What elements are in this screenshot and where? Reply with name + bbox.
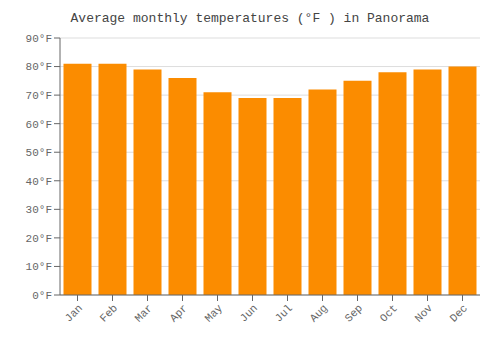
svg-text:Jan: Jan [63, 302, 85, 324]
svg-text:Jul: Jul [273, 302, 295, 324]
html-text:Average monthly temperatures (: Average monthly temperatures (°F ) in Pa… [70, 11, 430, 26]
svg-text:Aug: Aug [308, 302, 330, 324]
svg-text:Jun: Jun [238, 302, 260, 324]
svg-text:Nov: Nov [413, 302, 436, 325]
svg-text:Feb: Feb [98, 302, 120, 324]
svg-text:Oct: Oct [378, 302, 400, 324]
svg-text:Dec: Dec [448, 302, 470, 324]
svg-text:Apr: Apr [168, 302, 190, 324]
svg-text:30°F: 30°F [26, 204, 52, 216]
svg-text:80°F: 80°F [26, 61, 52, 73]
svg-text:0°F: 0°F [32, 290, 52, 302]
svg-text:40°F: 40°F [26, 176, 52, 188]
svg-text:50°F: 50°F [26, 147, 52, 159]
svg-text:May: May [203, 302, 226, 325]
svg-text:10°F: 10°F [26, 261, 52, 273]
svg-text:60°F: 60°F [26, 119, 52, 131]
svg-text:Mar: Mar [133, 302, 155, 324]
svg-text:20°F: 20°F [26, 233, 52, 245]
svg-text:70°F: 70°F [26, 90, 52, 102]
svg-text:Sep: Sep [343, 302, 365, 324]
svg-text:90°F: 90°F [26, 33, 52, 45]
